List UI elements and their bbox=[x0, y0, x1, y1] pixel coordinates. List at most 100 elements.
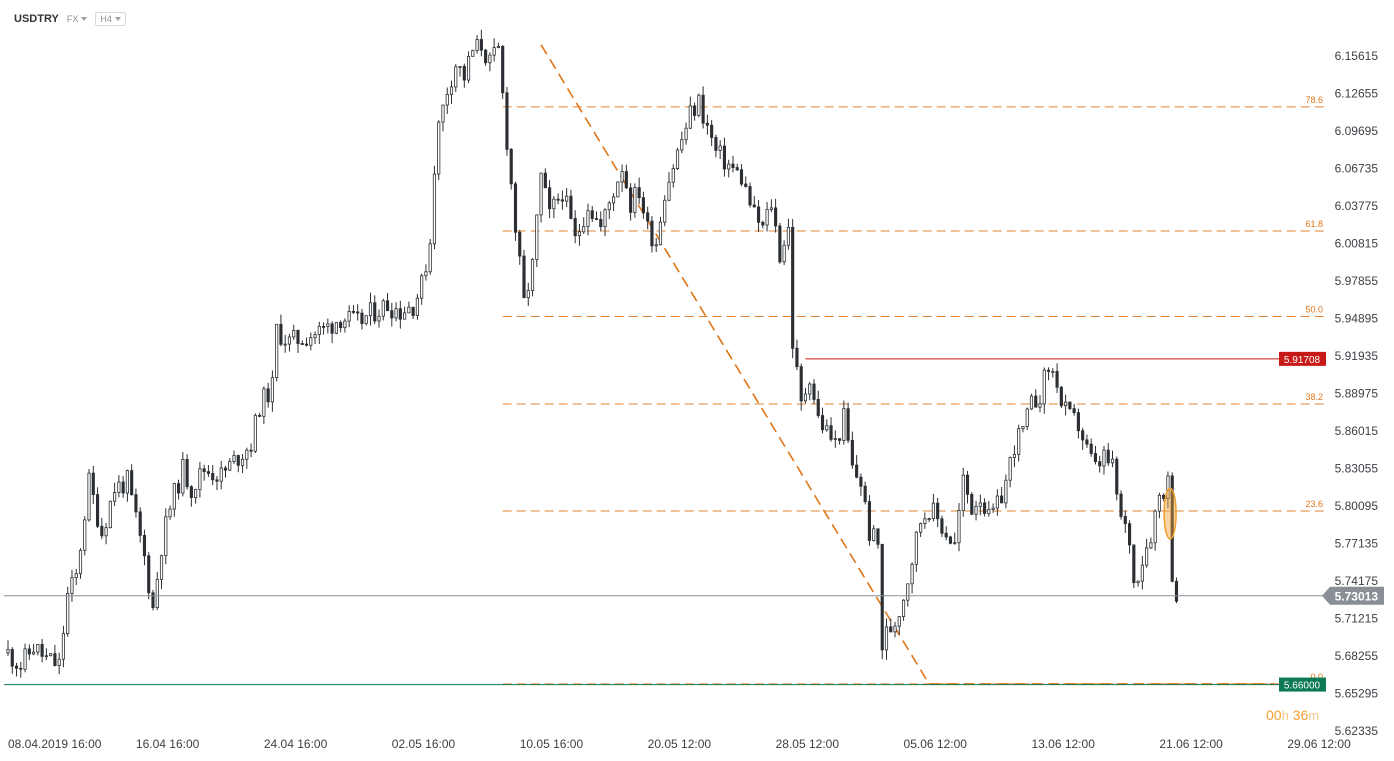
symbol-label[interactable]: USDTRY bbox=[14, 13, 59, 25]
candle-body bbox=[680, 139, 684, 151]
market-selector[interactable]: FX bbox=[67, 14, 88, 24]
candle-body bbox=[1119, 493, 1123, 517]
candle-body bbox=[249, 449, 253, 452]
candle-body bbox=[987, 509, 991, 514]
candle-body bbox=[1136, 580, 1140, 584]
candle-body bbox=[616, 181, 620, 198]
y-tick-label: 5.88975 bbox=[1335, 387, 1379, 401]
current-level-tag[interactable]: 5.73013 bbox=[1322, 586, 1384, 605]
candle-body bbox=[1051, 370, 1055, 373]
candle-body bbox=[893, 625, 897, 633]
candle-body bbox=[398, 308, 402, 320]
candle-body bbox=[936, 502, 940, 520]
candle-body bbox=[914, 531, 918, 565]
candle-body bbox=[488, 54, 492, 64]
candle-body bbox=[66, 593, 70, 635]
candle-body bbox=[326, 323, 330, 327]
price-tag-label: 5.73013 bbox=[1335, 590, 1379, 604]
timeframe-selector[interactable]: H4 bbox=[95, 12, 126, 26]
candle-body bbox=[748, 186, 752, 206]
candle-body bbox=[582, 226, 586, 233]
candle-body bbox=[309, 337, 313, 346]
candle-body bbox=[185, 459, 189, 488]
candle-body bbox=[897, 616, 901, 627]
price-tag-shape bbox=[1322, 586, 1384, 605]
candle-body bbox=[1140, 564, 1144, 582]
candle-body bbox=[569, 195, 573, 219]
candle-body bbox=[479, 39, 483, 51]
candle-body bbox=[957, 510, 961, 544]
candle-body bbox=[599, 219, 603, 228]
y-tick-label: 5.62335 bbox=[1335, 724, 1379, 738]
candle-body bbox=[368, 302, 373, 317]
candle-body bbox=[607, 202, 611, 211]
price-tag-label: 5.91708 bbox=[1284, 355, 1321, 366]
candle-body bbox=[842, 408, 846, 441]
candle-body bbox=[449, 86, 454, 95]
candle-body bbox=[603, 209, 607, 228]
candle-body bbox=[1064, 401, 1068, 407]
candle-body bbox=[548, 187, 552, 210]
candle-body bbox=[535, 214, 539, 260]
countdown-hours-unit: h bbox=[1281, 708, 1289, 723]
candle-body bbox=[339, 322, 343, 329]
candle-body bbox=[880, 543, 884, 651]
candle-body bbox=[590, 210, 594, 219]
y-tick-label: 6.09695 bbox=[1335, 124, 1379, 138]
y-tick-label: 5.80095 bbox=[1335, 499, 1379, 513]
candle-body bbox=[1059, 386, 1063, 407]
y-tick-label: 6.00815 bbox=[1335, 237, 1379, 251]
y-tick-label: 6.15615 bbox=[1335, 49, 1379, 63]
candle-body bbox=[727, 163, 731, 170]
candle-body bbox=[1123, 516, 1127, 525]
candle-body bbox=[1034, 395, 1038, 408]
candle-body bbox=[855, 464, 859, 478]
candle-body bbox=[394, 308, 398, 319]
support-level-tag[interactable]: 5.66000 bbox=[1279, 677, 1326, 692]
candle-body bbox=[1085, 439, 1089, 445]
candle-body bbox=[471, 50, 475, 57]
price-axis: 6.15615 6.12655 6.09695 6.06735 6.03775 6.008… bbox=[1335, 49, 1379, 738]
candle-body bbox=[761, 221, 765, 226]
market-label: FX bbox=[66, 14, 79, 24]
candle-body bbox=[113, 492, 117, 502]
candle-body bbox=[70, 577, 74, 594]
candle-body bbox=[32, 651, 36, 655]
price-levels[interactable]: 5.91708 5.73013 5.66000 bbox=[4, 351, 1384, 692]
fib-level-label: 78.6 bbox=[1305, 95, 1323, 105]
candle-body bbox=[991, 507, 995, 510]
candle-body bbox=[279, 323, 283, 345]
candle-body bbox=[739, 169, 744, 185]
timeframe-label: H4 bbox=[100, 14, 112, 24]
fib-level-label: 61.8 bbox=[1305, 219, 1323, 229]
candle-body bbox=[778, 225, 782, 263]
resistance-level-tag[interactable]: 5.91708 bbox=[1279, 351, 1326, 366]
candle-body bbox=[211, 473, 215, 481]
candle-body bbox=[23, 648, 27, 670]
candle-body bbox=[496, 46, 500, 48]
candle-body bbox=[530, 258, 535, 291]
candle-body bbox=[1068, 401, 1072, 410]
candle-body bbox=[1042, 369, 1046, 405]
candle-body bbox=[543, 172, 547, 189]
y-tick-label: 5.94895 bbox=[1335, 312, 1379, 326]
x-tick-label: 13.06 12:00 bbox=[1031, 737, 1095, 751]
candle-body bbox=[910, 563, 914, 585]
candle-body bbox=[432, 173, 437, 245]
candle-body bbox=[863, 485, 867, 503]
candle-body bbox=[364, 315, 368, 324]
candle-body bbox=[462, 66, 466, 81]
candle-body bbox=[283, 343, 287, 346]
fibonacci-retracement[interactable]: 78.6 61.8 50.0 38.2 23.6 0.0 bbox=[502, 95, 1325, 685]
candle-body bbox=[232, 455, 236, 462]
candle-body bbox=[667, 181, 671, 201]
trendline[interactable] bbox=[540, 44, 1275, 685]
price-tag-shape bbox=[1279, 677, 1326, 692]
candle-body bbox=[1110, 458, 1115, 464]
candle-body bbox=[390, 310, 394, 319]
countdown-hours: 00 bbox=[1266, 707, 1282, 723]
candle-body bbox=[1166, 475, 1170, 499]
trendline-path[interactable] bbox=[540, 44, 1275, 685]
candle-body bbox=[228, 461, 232, 471]
